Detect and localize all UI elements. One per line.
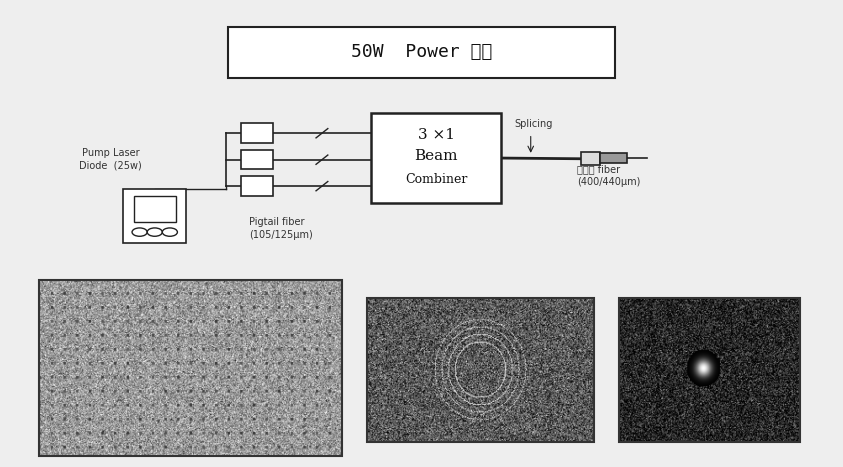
Text: 출력광 fiber
(400/440μm): 출력광 fiber (400/440μm) — [577, 164, 641, 187]
Bar — [371, 113, 502, 203]
Bar — [228, 27, 615, 78]
Text: Pump Laser
Diode  (25w): Pump Laser Diode (25w) — [79, 148, 142, 171]
Text: Splicing: Splicing — [514, 119, 552, 129]
Bar — [241, 177, 273, 196]
Text: Beam: Beam — [415, 149, 458, 163]
Text: Pigtail fiber
(105/125μm): Pigtail fiber (105/125μm) — [250, 217, 313, 241]
Bar — [123, 190, 186, 243]
Text: Combiner: Combiner — [405, 173, 467, 186]
Text: 3 ×1: 3 ×1 — [417, 127, 454, 142]
Text: 50W  Power 측정: 50W Power 측정 — [351, 43, 492, 62]
Bar — [367, 298, 593, 442]
Bar — [134, 196, 176, 222]
Bar — [241, 123, 273, 143]
Bar — [581, 152, 599, 165]
Bar — [599, 153, 626, 163]
Bar — [39, 280, 341, 456]
Bar — [241, 150, 273, 170]
Bar — [619, 298, 800, 442]
